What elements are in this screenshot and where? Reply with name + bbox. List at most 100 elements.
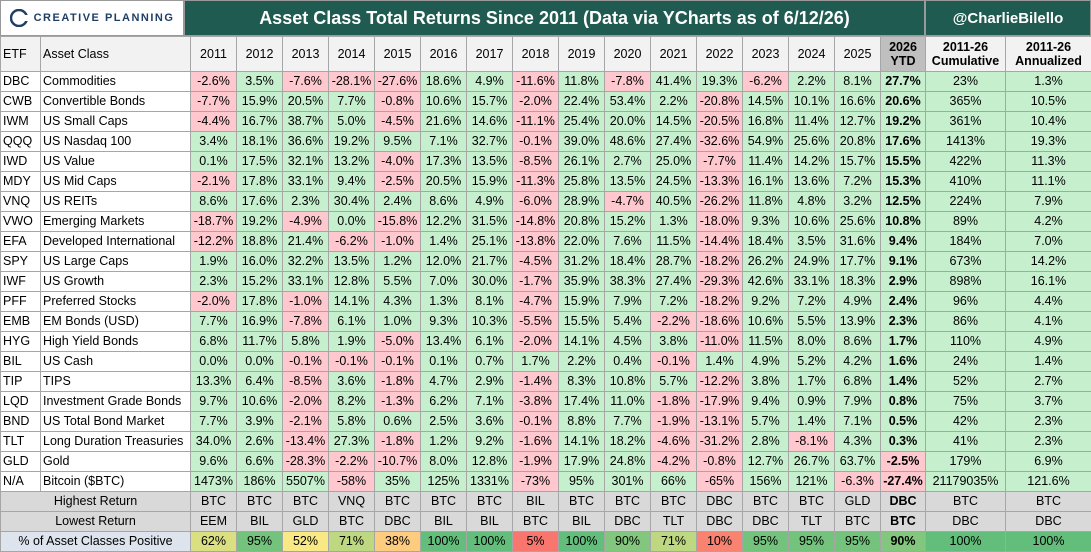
return-cell: 4.9% bbox=[466, 191, 513, 212]
return-cell: 4.4% bbox=[1005, 291, 1091, 312]
data-row: IWF US Growth 2.3% 15.2% 33.1% 12.8% 5.5% 7.0% 3… bbox=[0, 271, 1091, 292]
return-cell: 3.4% bbox=[190, 131, 237, 152]
return-cell: 10.4% bbox=[1005, 111, 1091, 132]
return-cell: 27.3% bbox=[328, 431, 375, 452]
ticker: VNQ bbox=[0, 191, 41, 212]
ticker: IWM bbox=[0, 111, 41, 132]
return-cell: 7.9% bbox=[604, 291, 651, 312]
return-cell: 96% bbox=[925, 291, 1006, 312]
return-cell: 2.9% bbox=[466, 371, 513, 392]
return-cell: 22.4% bbox=[558, 91, 605, 112]
summary-cell: DBC bbox=[696, 491, 743, 512]
summary-cell: 90% bbox=[604, 531, 651, 552]
return-cell: 5.8% bbox=[328, 411, 375, 432]
return-cell: 7.7% bbox=[190, 311, 237, 332]
return-cell: 16.0% bbox=[236, 251, 283, 272]
return-cell: 33.1% bbox=[282, 171, 329, 192]
return-cell: 1.9% bbox=[328, 331, 375, 352]
return-cell: 13.5% bbox=[466, 151, 513, 172]
summary-cell: 52% bbox=[282, 531, 329, 552]
return-cell: 3.7% bbox=[1005, 391, 1091, 412]
return-cell: 10.8% bbox=[880, 211, 926, 232]
summary-cell: BTC bbox=[604, 491, 651, 512]
return-cell: 95% bbox=[558, 471, 605, 492]
return-cell: -2.1% bbox=[190, 171, 237, 192]
data-row: PFF Preferred Stocks -2.0% 17.8% -1.0% 14.1% 4… bbox=[0, 291, 1091, 312]
return-cell: 2.8% bbox=[742, 431, 789, 452]
return-cell: 48.6% bbox=[604, 131, 651, 152]
data-row: QQQ US Nasdaq 100 3.4% 18.1% 36.6% 19.2% 9.5% 7… bbox=[0, 131, 1091, 152]
return-cell: -1.6% bbox=[512, 431, 559, 452]
summary-cell: 100% bbox=[1005, 531, 1091, 552]
summary-cell: BTC bbox=[650, 491, 697, 512]
return-cell: -1.9% bbox=[512, 451, 559, 472]
return-cell: -7.7% bbox=[696, 151, 743, 172]
column-header: 2017 bbox=[466, 36, 513, 72]
return-cell: -1.4% bbox=[512, 371, 559, 392]
return-cell: -2.6% bbox=[190, 71, 237, 92]
summary-cell: 71% bbox=[650, 531, 697, 552]
summary-cell: BTC bbox=[236, 491, 283, 512]
return-cell: 1.7% bbox=[880, 331, 926, 352]
summary-cell: DBC bbox=[880, 491, 926, 512]
return-cell: 9.2% bbox=[742, 291, 789, 312]
return-cell: 121.6% bbox=[1005, 471, 1091, 492]
summary-cell: DBC bbox=[742, 511, 789, 532]
return-cell: 11.8% bbox=[742, 191, 789, 212]
return-cell: 9.3% bbox=[742, 211, 789, 232]
summary-cell: 10% bbox=[696, 531, 743, 552]
data-row: TIP TIPS 13.3% 6.4% -8.5% 3.6% -1.8% 4.7% 2.9% -1… bbox=[0, 371, 1091, 392]
return-cell: 27.4% bbox=[650, 131, 697, 152]
return-cell: 110% bbox=[925, 331, 1006, 352]
return-cell: -0.1% bbox=[650, 351, 697, 372]
summary-cell: DBC bbox=[604, 511, 651, 532]
ticker: BIL bbox=[0, 351, 41, 372]
return-cell: -65% bbox=[696, 471, 743, 492]
data-row: IWD US Value 0.1% 17.5% 32.1% 13.2% -4.0% 17.3%… bbox=[0, 151, 1091, 172]
return-cell: -4.9% bbox=[282, 211, 329, 232]
logo-text: CREATIVE PLANNING bbox=[33, 12, 175, 24]
data-row: EMB EM Bonds (USD) 7.7% 16.9% -7.8% 6.1% 1.0% 9… bbox=[0, 311, 1091, 332]
summary-cell: DBC bbox=[1005, 511, 1091, 532]
asset-class: TIPS bbox=[40, 371, 191, 392]
return-cell: 121% bbox=[788, 471, 835, 492]
return-cell: -3.8% bbox=[512, 391, 559, 412]
return-cell: 7.1% bbox=[420, 131, 467, 152]
return-cell: -18.2% bbox=[696, 251, 743, 272]
summary-cell: BTC bbox=[512, 511, 559, 532]
return-cell: 25.6% bbox=[788, 131, 835, 152]
return-cell: 9.1% bbox=[880, 251, 926, 272]
return-cell: 19.2% bbox=[880, 111, 926, 132]
return-cell: 18.4% bbox=[742, 231, 789, 252]
return-cell: -29.3% bbox=[696, 271, 743, 292]
return-cell: 8.6% bbox=[420, 191, 467, 212]
return-cell: 10.1% bbox=[788, 91, 835, 112]
returns-table: ETF Asset Class 2011 2012 2013 2014 2015 2016 20… bbox=[0, 36, 1091, 552]
return-cell: 0.9% bbox=[788, 391, 835, 412]
return-cell: -7.6% bbox=[282, 71, 329, 92]
return-cell: -2.0% bbox=[512, 91, 559, 112]
return-cell: 8.1% bbox=[466, 291, 513, 312]
summary-cell: BTC bbox=[880, 511, 926, 532]
return-cell: 1.3% bbox=[650, 211, 697, 232]
return-cell: 8.8% bbox=[558, 411, 605, 432]
return-cell: 25.0% bbox=[650, 151, 697, 172]
return-cell: 1413% bbox=[925, 131, 1006, 152]
return-cell: 1.4% bbox=[696, 351, 743, 372]
return-cell: -1.8% bbox=[650, 391, 697, 412]
return-cell: 6.9% bbox=[1005, 451, 1091, 472]
return-cell: -13.3% bbox=[696, 171, 743, 192]
return-cell: 3.9% bbox=[236, 411, 283, 432]
return-cell: 21.6% bbox=[420, 111, 467, 132]
return-cell: 3.8% bbox=[650, 331, 697, 352]
return-cell: -6.0% bbox=[512, 191, 559, 212]
return-cell: -73% bbox=[512, 471, 559, 492]
return-cell: 13.3% bbox=[190, 371, 237, 392]
ticker: GLD bbox=[0, 451, 41, 472]
return-cell: 28.9% bbox=[558, 191, 605, 212]
return-cell: 17.7% bbox=[834, 251, 881, 272]
return-cell: 224% bbox=[925, 191, 1006, 212]
return-cell: 0.7% bbox=[466, 351, 513, 372]
ticker: EMB bbox=[0, 311, 41, 332]
return-cell: 21.4% bbox=[282, 231, 329, 252]
